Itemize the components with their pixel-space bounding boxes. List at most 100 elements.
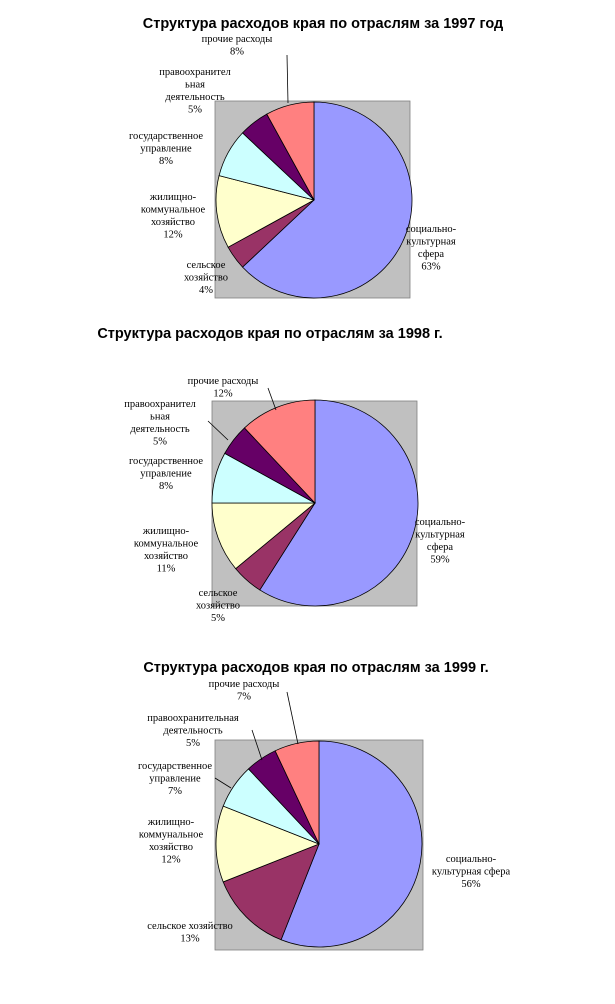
leader-line bbox=[267, 387, 277, 411]
leader-line bbox=[214, 777, 232, 789]
slice-label-line: хозяйство bbox=[144, 551, 188, 562]
leader-line bbox=[251, 729, 263, 761]
slice-label: жилищно-коммунальное хозяйство 12% bbox=[141, 192, 206, 241]
slice-label-line: культурная bbox=[415, 530, 465, 541]
slice-label-line: сельское хозяйство bbox=[147, 921, 232, 932]
pie-slice bbox=[241, 101, 413, 299]
slice-label-line: правоохранител bbox=[159, 67, 231, 78]
slice-percent-label: 5% bbox=[186, 738, 200, 749]
slice-label-line: жилищно- bbox=[142, 526, 190, 537]
slice-label-line: управление bbox=[149, 774, 201, 785]
slice-label: государственное управление 8% bbox=[129, 456, 203, 492]
leader-line bbox=[286, 54, 289, 104]
slice-label-line: деятельность bbox=[163, 726, 222, 737]
slice-label-line: социально- bbox=[406, 224, 457, 235]
pie-slice bbox=[222, 843, 320, 941]
slice-label-line: социально- bbox=[415, 517, 466, 528]
slice-label-line: культурная сфера bbox=[432, 867, 511, 878]
slice-label-line: коммунальное bbox=[134, 539, 199, 550]
slice-labels: социально-культурная сфера 56% сельское хо… bbox=[138, 679, 510, 945]
slice-label: прочие расходы 8% bbox=[202, 34, 273, 58]
slice-percent-label: 7% bbox=[237, 692, 251, 703]
slice-label-line: ьная bbox=[185, 80, 205, 91]
slice-label: сельское хозяйство 5% bbox=[196, 588, 240, 624]
slice-label: государственное управление 7% bbox=[138, 761, 212, 797]
slice-labels: социально-культурная сфера 59% сельское хозя… bbox=[124, 376, 465, 624]
pie bbox=[215, 740, 423, 948]
pie-slice bbox=[259, 399, 419, 607]
slice-percent-label: 8% bbox=[230, 47, 244, 58]
slice-percent-label: 13% bbox=[180, 934, 200, 945]
slice-percent-label: 56% bbox=[461, 879, 481, 890]
slice-label-line: правоохранител bbox=[124, 399, 196, 410]
slice-label: государственное управление 8% bbox=[129, 131, 203, 167]
slice-label-line: хозяйство bbox=[151, 217, 195, 228]
slice-percent-label: 63% bbox=[421, 262, 441, 273]
slice-label: жилищно-коммунальное хозяйство 12% bbox=[139, 817, 204, 866]
slice-label-line: социально- bbox=[446, 854, 497, 865]
slice-label-line: управление bbox=[140, 144, 192, 155]
pie-slice bbox=[266, 101, 315, 201]
slice-label-line: культурная bbox=[406, 237, 456, 248]
slice-label-line: хозяйство bbox=[196, 601, 240, 612]
slice-label: сельское хозяйство 4% bbox=[184, 260, 228, 296]
slice-label-line: ьная bbox=[150, 412, 170, 423]
leader-line bbox=[286, 691, 299, 745]
slice-labels: социально-культурная сфера 63% сельское хозя… bbox=[129, 34, 457, 296]
pie-slice bbox=[215, 175, 316, 248]
slice-label-line: правоохранительная bbox=[147, 713, 239, 724]
pie-slice bbox=[280, 740, 423, 948]
chart-1998: Структура расходов края по отраслям за 1… bbox=[97, 326, 465, 624]
chart-1997: Структура расходов края по отраслям за 1… bbox=[129, 16, 503, 299]
slice-label-line: деятельность bbox=[165, 92, 224, 103]
slice-label-line: коммунальное bbox=[139, 830, 204, 841]
slice-percent-label: 12% bbox=[161, 855, 181, 866]
slice-percent-label: 59% bbox=[430, 555, 450, 566]
slice-label: жилищно-коммунальное хозяйство 11% bbox=[134, 526, 199, 575]
slice-label-line: прочие расходы bbox=[188, 376, 259, 387]
slice-percent-label: 8% bbox=[159, 156, 173, 167]
slice-label-line: жилищно- bbox=[147, 817, 195, 828]
slice-label: социально-культурная сфера 56% bbox=[432, 854, 511, 890]
pie bbox=[211, 399, 419, 607]
pie-slice bbox=[211, 502, 317, 570]
slice-percent-label: 12% bbox=[213, 389, 233, 400]
chart-title: Структура расходов края по отраслям за 1… bbox=[97, 326, 442, 342]
slice-label-line: прочие расходы bbox=[209, 679, 280, 690]
slice-label-line: хозяйство bbox=[149, 842, 193, 853]
chart-1999: Структура расходов края по отраслям за 1… bbox=[138, 660, 510, 951]
chart-title: Структура расходов края по отраслям за 1… bbox=[143, 16, 503, 32]
pie bbox=[215, 101, 413, 299]
slice-label: прочие расходы 7% bbox=[209, 679, 280, 703]
leader-line bbox=[207, 420, 229, 441]
slice-percent-label: 4% bbox=[199, 285, 213, 296]
slice-percent-label: 12% bbox=[163, 230, 183, 241]
slice-label-line: деятельность bbox=[130, 424, 189, 435]
slice-label-line: управление bbox=[140, 469, 192, 480]
slice-label-line: жилищно- bbox=[149, 192, 197, 203]
slice-label: сельское хозяйство 13% bbox=[147, 921, 232, 945]
slice-label-line: сфера bbox=[427, 542, 454, 553]
slice-label: социально-культурная сфера 59% bbox=[415, 517, 466, 566]
pie-slice bbox=[243, 399, 316, 505]
slice-percent-label: 11% bbox=[157, 564, 176, 575]
slice-percent-label: 5% bbox=[211, 613, 225, 624]
slice-percent-label: 7% bbox=[168, 786, 182, 797]
slice-percent-label: 5% bbox=[153, 437, 167, 448]
slice-label-line: государственное bbox=[129, 456, 203, 467]
slice-label-line: прочие расходы bbox=[202, 34, 273, 45]
slice-percent-label: 8% bbox=[159, 481, 173, 492]
slice-label-line: хозяйство bbox=[184, 273, 228, 284]
slice-label: социально-культурная сфера 63% bbox=[406, 224, 457, 273]
slice-label-line: сельское bbox=[187, 260, 226, 271]
chart-title: Структура расходов края по отраслям за 1… bbox=[143, 660, 488, 676]
slice-label-line: сфера bbox=[418, 249, 445, 260]
slice-percent-label: 5% bbox=[188, 105, 202, 116]
slice-label: прочие расходы 12% bbox=[188, 376, 259, 400]
pie-slice bbox=[274, 740, 320, 845]
slice-label-line: государственное bbox=[129, 131, 203, 142]
